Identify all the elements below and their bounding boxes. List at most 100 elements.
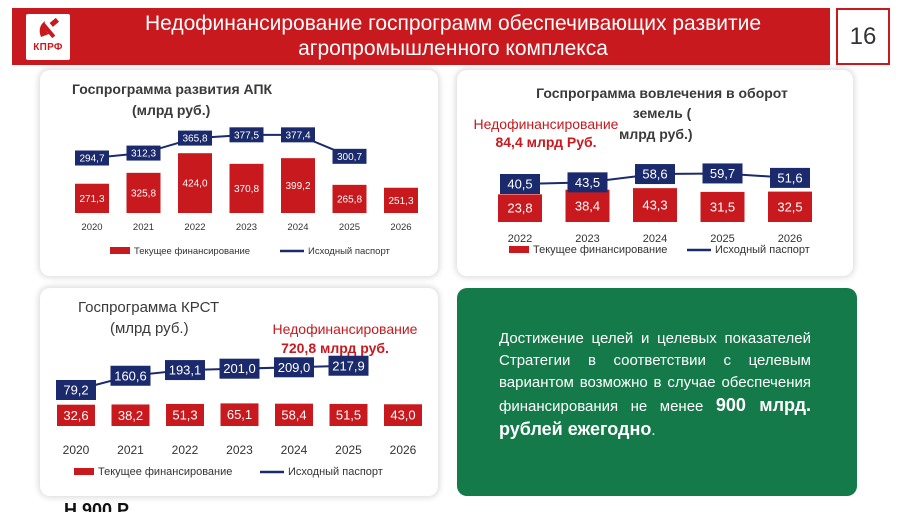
line-value-box (332, 148, 367, 164)
line-value-box (126, 145, 161, 161)
line-value-box (274, 357, 314, 378)
bar-value-label: 31,5 (710, 200, 735, 215)
bar (111, 404, 150, 426)
line-value-box (229, 127, 264, 143)
bar (57, 404, 95, 426)
bar (700, 191, 745, 222)
line-value-label: 160,6 (114, 368, 147, 383)
line-value-label: 193,1 (169, 363, 202, 378)
bar-value-label: 251,3 (388, 196, 413, 207)
line-value-label: 40,5 (507, 177, 532, 192)
line-value-label: 300,7 (337, 152, 362, 163)
bar (384, 404, 422, 426)
x-tick-label: 2025 (710, 233, 734, 245)
bar-value-label: 32,5 (777, 199, 802, 214)
legend-bar-swatch (509, 246, 529, 253)
line-value-label: 377,5 (234, 130, 259, 141)
bar (332, 184, 367, 213)
slide-title-line1: Недофинансирование госпрограмм обеспечив… (144, 12, 762, 35)
bar-value-label: 424,0 (182, 179, 207, 190)
line-value-box (178, 130, 212, 146)
underfunding-label: Недофинансирование (473, 116, 619, 132)
line-value-box (165, 360, 205, 381)
bar (498, 194, 542, 222)
line-value-box (635, 164, 675, 185)
x-tick-label: 2024 (281, 443, 308, 457)
bar-value-label: 265,8 (337, 194, 362, 205)
bar (329, 403, 368, 426)
line-value-box (56, 380, 96, 400)
x-tick-label: 2023 (236, 222, 257, 233)
line-value-box (219, 358, 260, 379)
x-tick-label: 2022 (172, 443, 199, 457)
line-value-box (75, 150, 109, 166)
line-value-label: 312,3 (131, 149, 156, 160)
line-value-box (702, 163, 743, 184)
chart-card-krst: Госпрограмма КРСТ (млрд руб.) Недофинанс… (40, 288, 438, 496)
line-value-label: 58,6 (642, 167, 667, 182)
bar-value-label: 51,5 (336, 408, 361, 423)
conclusion-box: Достижение целей и целевых показателей С… (457, 288, 857, 496)
line-value-label: 201,0 (223, 361, 256, 376)
chart-card-apk: Госпрограмма развития АПК (млрд руб.) 27… (40, 70, 438, 276)
bar-value-label: 271,3 (79, 194, 104, 205)
bar (633, 188, 677, 222)
line-value-label: 377,4 (285, 130, 310, 141)
bar (220, 403, 259, 426)
legend-line-label: Исходный паспорт (288, 466, 383, 478)
line-value-box (770, 167, 810, 188)
bar-value-label: 32,6 (63, 408, 88, 423)
chart-unit: (млрд руб.) (110, 320, 189, 337)
x-tick-label: 2021 (133, 222, 154, 233)
x-tick-label: 2023 (226, 443, 253, 457)
bar-value-label: 65,1 (227, 407, 252, 422)
line-value-label: 59,7 (710, 166, 735, 181)
bar-value-label: 399,2 (285, 181, 310, 192)
legend-bar-swatch (74, 468, 94, 475)
underfunding-label: Недофинансирование (272, 321, 418, 337)
chart-unit: (млрд руб.) (132, 102, 211, 118)
bar (178, 153, 212, 213)
line-value-label: 79,2 (63, 383, 88, 398)
conclusion-highlight: 900 млрд. рублей ежегодно (499, 395, 812, 439)
slide-title: Недофинансирование госпрограмм обеспечив… (82, 11, 824, 61)
line-value-label: 209,0 (278, 360, 311, 375)
x-tick-label: 2022 (184, 222, 205, 233)
chart-land-plot: 23,8 38,4 43,3 31,5 32,5 40,5 43,5 58,6 59,7 51,6… (498, 163, 812, 256)
legend-bar-label: Текущее финансирование (533, 244, 667, 256)
bar-value-label: 38,4 (575, 198, 600, 213)
x-tick-label: 2026 (390, 222, 411, 233)
line-value-box (281, 127, 315, 143)
conclusion-text: Достижение целей и целевых показателей С… (499, 328, 811, 442)
bar (229, 163, 264, 213)
x-tick-label: 2024 (287, 222, 308, 233)
bar (768, 191, 812, 222)
chart-title: Госпрограмма развития АПК (72, 81, 273, 97)
underfunding-value: 720,8 млрд руб. (281, 340, 389, 356)
bar (275, 403, 313, 426)
line-value-box (567, 172, 608, 193)
line-value-box (500, 174, 540, 194)
bottom-caption: Н 900 Р (64, 500, 130, 512)
bar-value-label: 43,3 (642, 198, 667, 213)
bar (281, 158, 315, 213)
line-value-label: 51,6 (777, 170, 802, 185)
x-tick-label: 2020 (81, 222, 102, 233)
bar-value-label: 51,3 (172, 408, 197, 423)
legend-bar-label: Текущее финансирование (134, 246, 250, 257)
line-value-label: 217,9 (332, 358, 365, 373)
kprf-logo: КПРФ (26, 14, 70, 60)
chart-apk-plot: 271,3 325,8 424,0 370,8 399,2 265,8 251,3 294,7… (75, 127, 418, 257)
x-tick-label: 2025 (339, 222, 360, 233)
chart-unit: млрд руб.) (619, 126, 693, 142)
chart-card-land: Госпрограмма вовлечения в оборот земель … (457, 70, 853, 276)
bar-value-label: 325,8 (131, 188, 156, 199)
line-value-label: 294,7 (79, 154, 104, 165)
bar-value-label: 23,8 (507, 201, 532, 216)
x-tick-label: 2021 (117, 443, 144, 457)
bar-value-label: 43,0 (390, 408, 415, 423)
bar (126, 172, 161, 213)
line-value-box (110, 365, 151, 386)
bar-value-label: 58,4 (281, 407, 306, 422)
x-tick-label: 2022 (508, 233, 532, 245)
